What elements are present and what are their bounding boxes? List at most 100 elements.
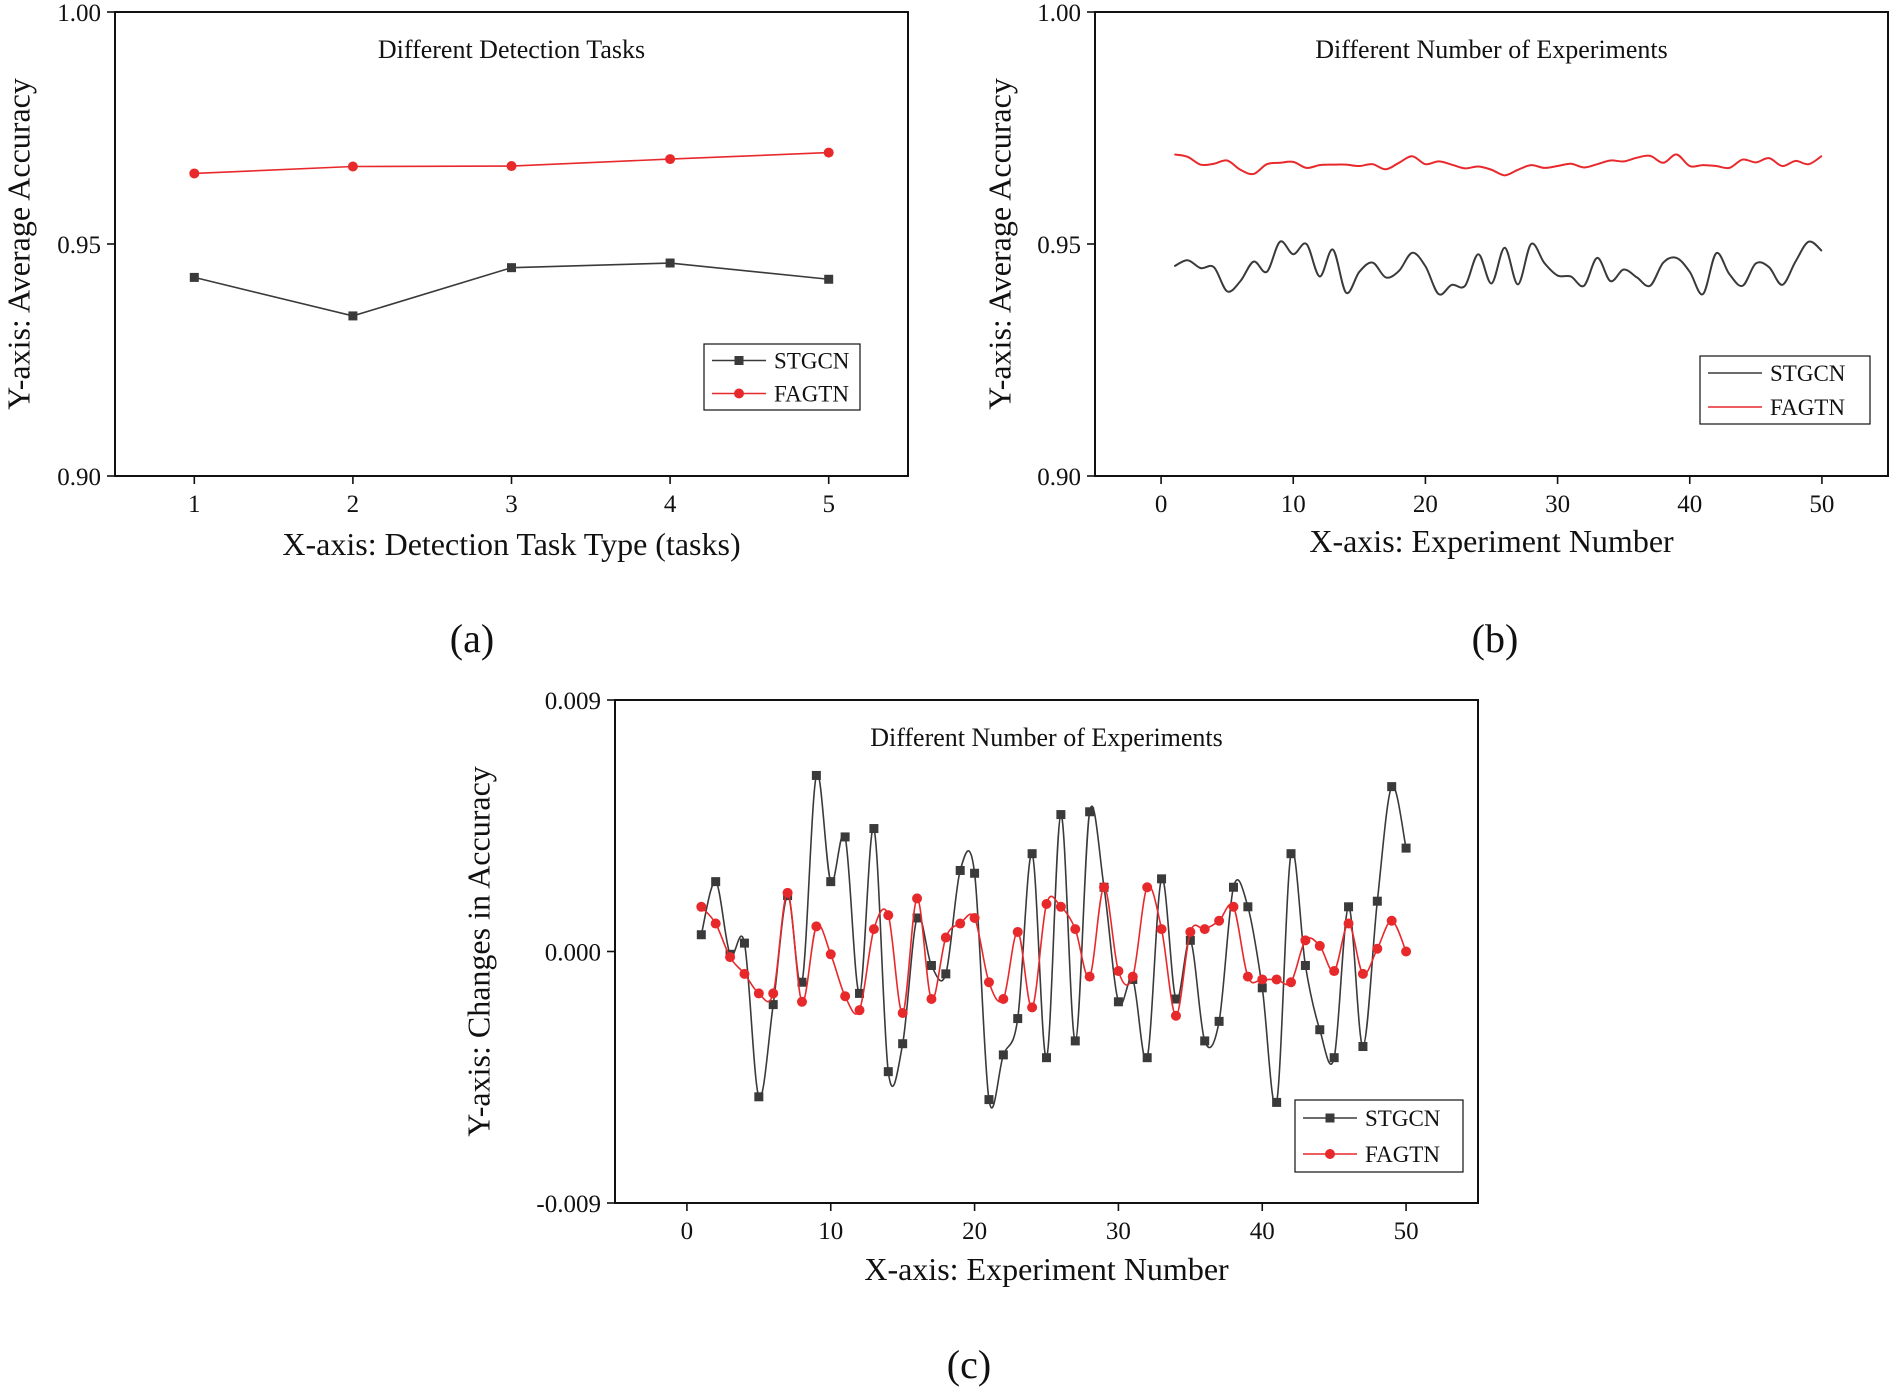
data-point-fagtn xyxy=(1271,974,1282,985)
data-point-stgcn xyxy=(1200,1036,1210,1046)
data-point-fagtn xyxy=(825,949,836,960)
legend-label-fagtn: FAGTN xyxy=(1365,1142,1440,1167)
data-point-stgcn xyxy=(1056,810,1066,820)
data-point-stgcn xyxy=(883,1067,893,1077)
data-point-fagtn xyxy=(1386,915,1397,926)
data-point-fagtn xyxy=(1170,1010,1181,1021)
data-point-fagtn xyxy=(1257,974,1268,985)
panel-label: (a) xyxy=(450,616,494,661)
data-point-stgcn xyxy=(1257,983,1267,993)
data-point-stgcn xyxy=(869,824,879,834)
x-tick-label: 20 xyxy=(962,1218,987,1245)
x-tick-label: 40 xyxy=(1677,491,1702,518)
chart-title: Different Detection Tasks xyxy=(378,35,645,64)
x-tick-label: 40 xyxy=(1250,1218,1275,1245)
panel-label: (b) xyxy=(1472,616,1519,661)
data-point-fagtn xyxy=(940,932,951,943)
data-point-stgcn xyxy=(1401,843,1411,853)
y-tick-label: 0.95 xyxy=(1037,232,1081,259)
data-point-stgcn xyxy=(1300,960,1310,970)
series-line-stgcn xyxy=(700,773,1407,1109)
data-point-stgcn xyxy=(1214,1016,1224,1026)
data-point-fagtn xyxy=(506,161,517,172)
data-point-stgcn xyxy=(696,930,706,940)
legend: STGCN FAGTN xyxy=(1294,1099,1464,1173)
legend-marker-fagtn xyxy=(1325,1149,1335,1159)
y-tick-label: 1.00 xyxy=(57,0,101,27)
data-point-stgcn xyxy=(1387,782,1397,792)
y-tick-label: 0.90 xyxy=(57,464,101,491)
data-point-fagtn xyxy=(1012,926,1023,937)
data-point-stgcn xyxy=(1243,902,1253,912)
data-point-stgcn xyxy=(970,868,980,878)
data-point-fagtn xyxy=(1185,926,1196,937)
data-point-fagtn xyxy=(1199,924,1210,935)
data-point-stgcn xyxy=(711,877,721,887)
legend-box xyxy=(703,343,861,411)
data-point-fagtn xyxy=(725,952,736,963)
data-point-stgcn xyxy=(1085,807,1095,817)
data-point-fagtn xyxy=(710,918,721,929)
data-point-stgcn xyxy=(1157,874,1167,884)
data-point-stgcn xyxy=(912,913,922,923)
data-point-fagtn xyxy=(739,968,750,979)
data-point-fagtn xyxy=(753,988,764,999)
data-point-stgcn xyxy=(1171,994,1181,1004)
data-point-fagtn xyxy=(1401,946,1412,957)
panel-a: 1 2 3 4 5 0.90 0.95 1.00 Different Detection Tas… xyxy=(0,0,909,661)
legend-label-stgcn: STGCN xyxy=(1770,361,1846,386)
y-tick-label: 0.000 xyxy=(545,940,601,967)
legend-box xyxy=(1699,355,1871,425)
data-point-stgcn xyxy=(998,1050,1008,1060)
legend-marker-stgcn xyxy=(734,356,744,365)
data-point-stgcn xyxy=(797,977,807,987)
x-tick-label: 0 xyxy=(681,1218,694,1245)
data-point-fagtn xyxy=(1329,966,1340,977)
data-point-stgcn xyxy=(1272,1097,1282,1107)
data-point-stgcn xyxy=(1358,1042,1368,1052)
data-point-stgcn xyxy=(507,263,516,273)
data-point-stgcn xyxy=(665,258,675,268)
data-point-fagtn xyxy=(854,1005,865,1016)
legend-label-fagtn: FAGTN xyxy=(1770,395,1845,420)
data-point-fagtn xyxy=(998,994,1009,1005)
legend-marker-fagtn xyxy=(734,388,744,399)
data-point-fagtn xyxy=(1027,1002,1038,1013)
legend-marker-stgcn xyxy=(1325,1113,1335,1123)
data-point-stgcn xyxy=(1228,882,1238,892)
data-point-fagtn xyxy=(1127,971,1138,982)
data-point-fagtn xyxy=(897,1007,908,1018)
data-point-fagtn xyxy=(665,154,676,165)
data-point-stgcn xyxy=(840,832,850,842)
data-point-stgcn xyxy=(955,865,965,875)
data-point-stgcn xyxy=(941,969,951,979)
x-tick-label: 30 xyxy=(1106,1218,1131,1245)
data-point-stgcn xyxy=(1142,1053,1152,1063)
x-tick-label: 50 xyxy=(1809,491,1834,518)
data-point-stgcn xyxy=(984,1095,994,1105)
series-line-fagtn xyxy=(1174,153,1823,177)
data-point-fagtn xyxy=(1372,943,1383,954)
data-point-stgcn xyxy=(1027,849,1037,859)
data-point-fagtn xyxy=(1142,882,1153,893)
x-tick-label: 10 xyxy=(818,1218,843,1245)
data-point-stgcn xyxy=(739,938,749,948)
data-point-fagtn xyxy=(1113,966,1124,977)
x-tick-label: 3 xyxy=(505,491,518,518)
panel-b: 0 10 20 30 40 50 0.90 0.95 1.00 Different Number … xyxy=(981,0,1889,661)
series-fagtn xyxy=(1174,153,1823,177)
data-point-stgcn xyxy=(824,274,834,284)
data-point-stgcn xyxy=(1013,1014,1023,1024)
chart-title: Different Number of Experiments xyxy=(870,723,1223,752)
data-point-stgcn xyxy=(1315,1025,1325,1035)
data-point-fagtn xyxy=(1286,977,1297,988)
data-point-fagtn xyxy=(1156,924,1167,935)
data-point-fagtn xyxy=(811,921,822,932)
data-point-stgcn xyxy=(1344,902,1354,912)
y-axis-title: Y-axis: Average Accuracy xyxy=(981,78,1017,410)
x-tick-label: 0 xyxy=(1155,491,1168,518)
x-tick-label: 50 xyxy=(1394,1218,1419,1245)
data-point-fagtn xyxy=(1242,971,1253,982)
data-point-stgcn xyxy=(898,1039,908,1049)
